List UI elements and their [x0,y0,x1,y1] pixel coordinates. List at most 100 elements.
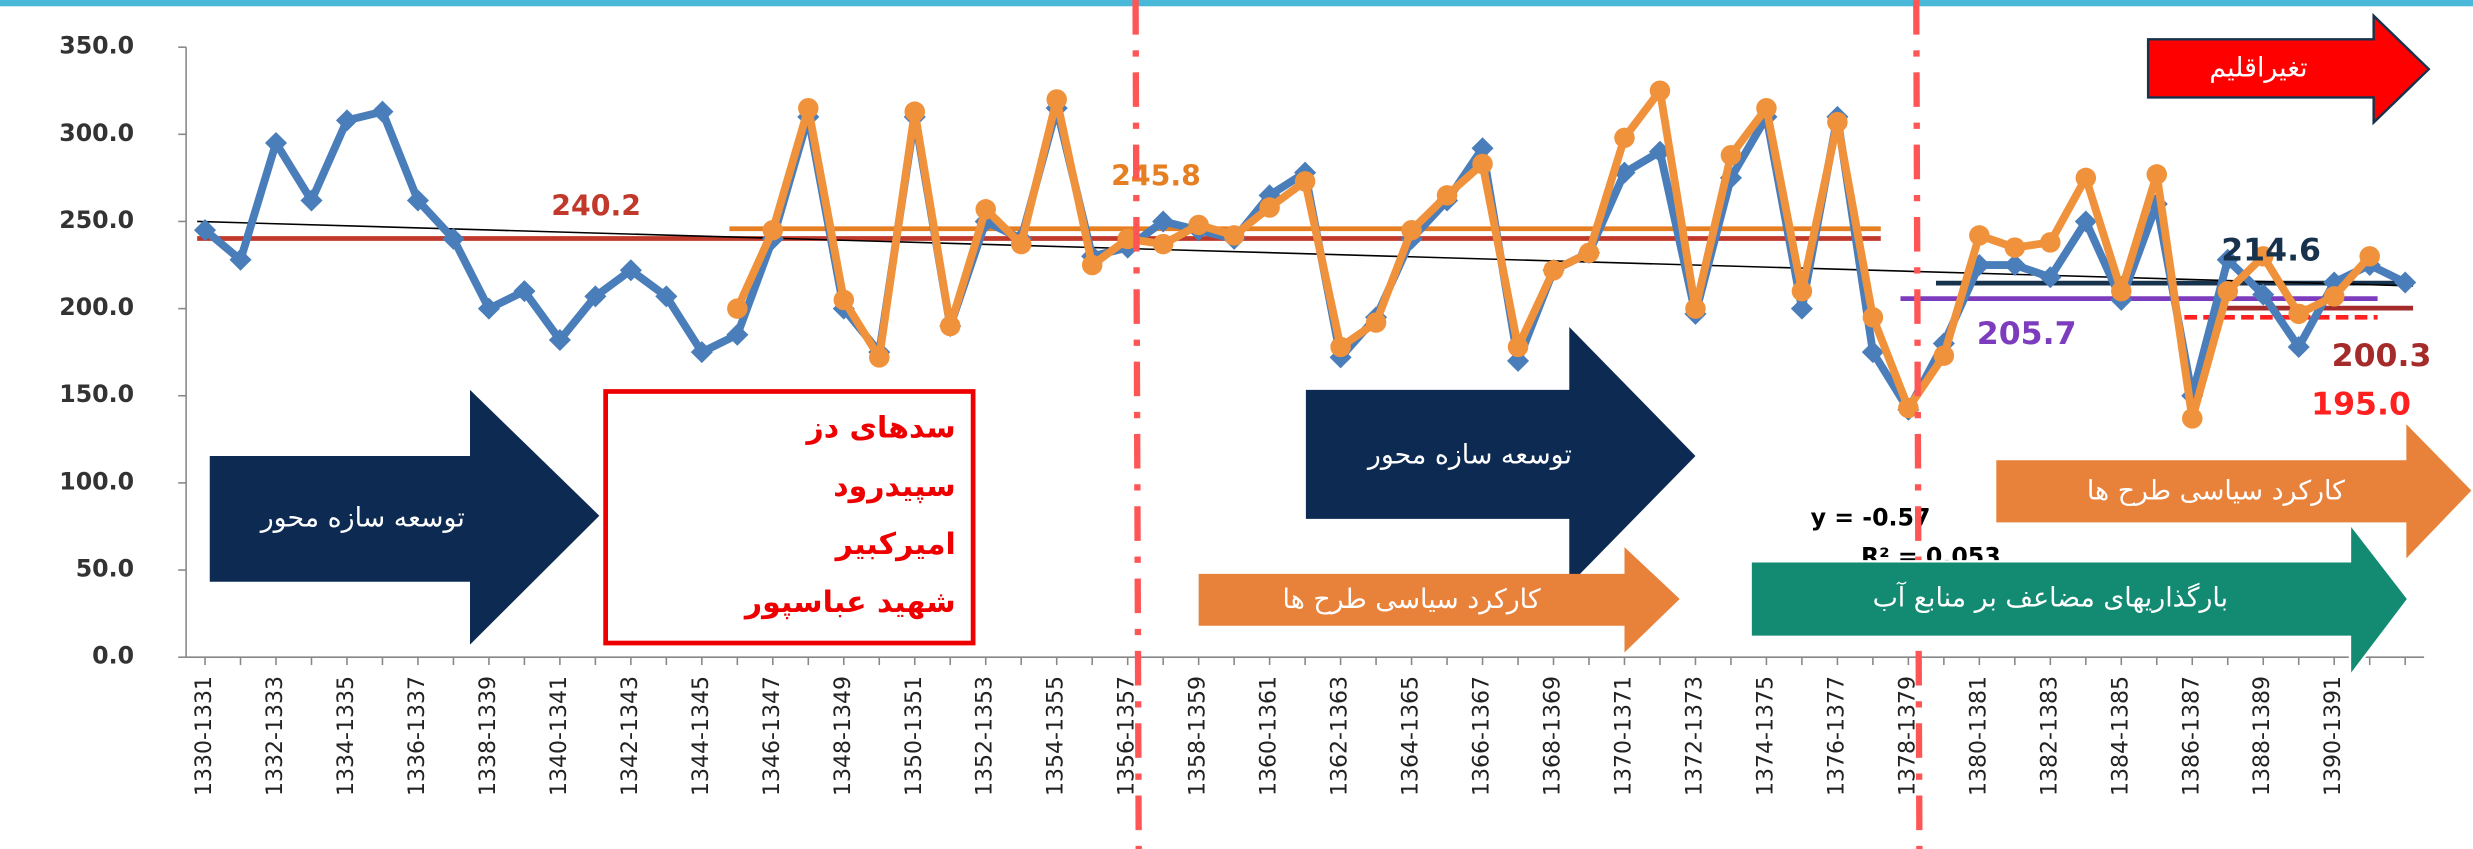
x-tick-label: 1364-1365 [1399,676,1424,796]
x-tick-label: 1338-1339 [476,676,501,796]
x-tick-label: 1340-1341 [547,676,572,796]
mean-label: 195.0 [2311,387,2411,423]
arrow [1749,520,2410,680]
arrow-label: توسعه سازه محور [259,502,465,533]
point [1969,225,1990,246]
point [798,97,819,119]
point [2359,246,2380,267]
point [2182,408,2203,429]
x-tick-label: 1336-1337 [405,676,430,796]
arrow [1198,547,1680,653]
x-tick-label: 1372-1373 [1682,676,1707,796]
y-tick-label: 50.0 [76,555,134,583]
x-tick-label: 1330-1331 [192,676,217,796]
point [335,109,359,132]
point [1472,153,1493,175]
point [1862,307,1884,328]
mean-label: 240.2 [551,190,641,223]
point [1152,210,1175,233]
x-tick-label: 1386-1387 [2179,676,2204,796]
arrow-label: تغیراقلیم [2209,53,2307,84]
x-tick-label: 1368-1369 [1540,676,1565,796]
point [904,101,926,122]
dam-name: شهید عباسپور [743,585,956,620]
y-tick-label: 0.0 [92,642,134,670]
dam-name: سدهای دز [804,411,955,446]
point [2004,237,2026,258]
point [1117,228,1138,250]
x-tick-label: 1366-1367 [1470,676,1495,796]
point [975,199,996,220]
y-tick-label: 300.0 [59,119,134,147]
x-tick-label: 1352-1353 [973,676,998,796]
arrow-label: کارکرد سیاسی طرح ها [2087,476,2345,507]
point [1933,345,1955,366]
point [2074,210,2097,233]
point [1330,336,1351,358]
point [1614,127,1635,149]
mean-label: 200.3 [2332,338,2432,374]
y-tick-label: 100.0 [59,467,134,495]
point [1507,336,1529,358]
arrow [1993,418,2473,565]
point [1259,197,1280,218]
x-tick-label: 1346-1347 [760,676,785,796]
point [1720,145,1742,166]
x-tick-label: 1334-1335 [334,676,359,796]
point [762,219,784,241]
point [869,347,890,368]
point [1081,254,1103,276]
arrow-label: توسعه سازه محور [1366,439,1572,470]
point [1152,233,1174,255]
point [1861,341,1884,364]
point [2323,286,2345,307]
x-tick-label: 1354-1355 [1044,676,1069,796]
point [2288,303,2309,325]
point [727,298,748,319]
point [2146,164,2168,185]
x-tick-label: 1370-1371 [1611,676,1636,796]
y-tick-label: 350.0 [59,32,134,60]
point [939,315,961,337]
equation: y = -0.57 [1811,503,1931,531]
y-tick-label: 250.0 [59,206,134,234]
y-tick-label: 200.0 [59,293,134,321]
arrow-label: کارکرد سیاسی طرح ها [1283,584,1541,615]
x-tick-label: 1362-1363 [1328,676,1353,796]
series-line [202,104,2407,414]
y-tick-label: 150.0 [59,380,134,408]
point [442,227,465,250]
point [1010,233,1032,255]
point [1223,225,1245,246]
x-tick-label: 1388-1389 [2250,676,2275,796]
point [1578,242,1600,264]
point [1436,185,1458,206]
arrow [209,389,600,645]
x-tick-label: 1384-1385 [2108,676,2133,796]
x-tick-label: 1380-1381 [1966,676,1991,796]
x-tick-label: 1358-1359 [1186,676,1211,796]
mean-label: 245.8 [1111,160,1201,193]
arrow [1305,327,1696,585]
point [371,100,394,123]
point [1685,298,1706,319]
point [1188,214,1209,236]
point [1790,297,1813,320]
dam-name: امیرکبیر [834,527,956,562]
point [1294,171,1316,192]
point [229,248,252,271]
point [2252,246,2274,267]
point [1827,111,1848,133]
point [1471,137,1494,160]
point [1756,97,1777,119]
point [1898,397,1919,419]
top-border [0,0,2473,7]
point [2111,280,2132,302]
point [2217,280,2239,302]
x-tick-label: 1332-1333 [263,676,288,796]
x-tick-label: 1382-1383 [2037,676,2062,796]
point [1543,260,1564,281]
x-tick-label: 1374-1375 [1753,676,1778,796]
